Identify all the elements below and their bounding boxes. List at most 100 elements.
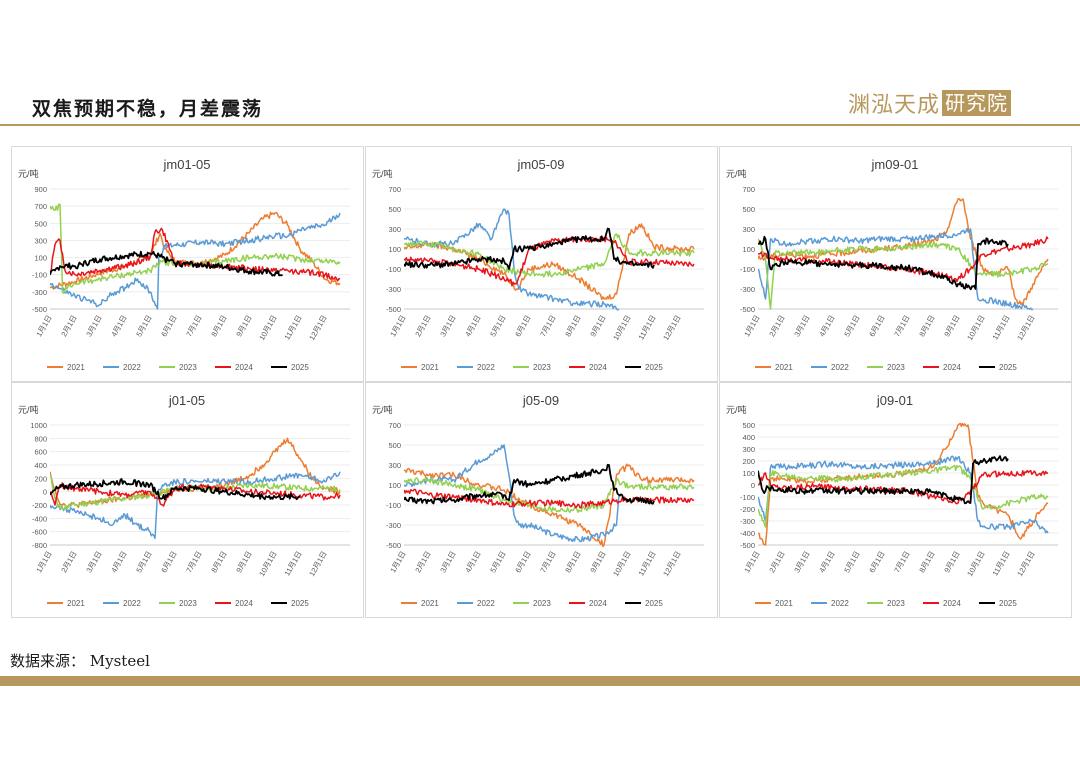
- x-tick-label: 3月1日: [438, 314, 457, 339]
- y-tick-label: 700: [388, 421, 401, 430]
- y-tick-label: -100: [740, 265, 755, 274]
- legend-label-2023: 2023: [887, 599, 905, 608]
- y-tick-label: 500: [388, 441, 401, 450]
- x-tick-label: 4月1日: [463, 550, 482, 575]
- y-tick-label: 500: [742, 205, 755, 214]
- x-tick-label: 12月1日: [307, 550, 329, 578]
- series-line-2022: [404, 444, 620, 543]
- x-tick-label: 5月1日: [488, 314, 507, 339]
- x-tick-label: 9月1日: [234, 550, 253, 575]
- y-tick-label: -100: [386, 501, 401, 510]
- legend-label-2025: 2025: [645, 599, 663, 608]
- x-tick-label: 9月1日: [234, 314, 253, 339]
- legend-label-2024: 2024: [943, 363, 961, 372]
- legend-label-2024: 2024: [235, 363, 253, 372]
- series-line-2025: [758, 455, 1009, 505]
- legend-label-2024: 2024: [589, 363, 607, 372]
- x-tick-label: 4月1日: [109, 550, 128, 575]
- legend-label-2023: 2023: [179, 363, 197, 372]
- series-line-2021: [404, 463, 695, 547]
- y-axis-unit: 元/吨: [726, 404, 747, 415]
- x-tick-label: 3月1日: [792, 314, 811, 339]
- series-line-2023: [758, 464, 1049, 528]
- x-tick-label: 1月1日: [742, 550, 761, 575]
- y-tick-label: 700: [742, 185, 755, 194]
- x-tick-label: 10月1日: [257, 314, 279, 342]
- y-tick-label: 700: [34, 202, 47, 211]
- x-tick-label: 12月1日: [661, 550, 683, 578]
- x-tick-label: 1月1日: [388, 550, 407, 575]
- series-line-2025: [404, 227, 655, 270]
- chart-jm05-09: jm05-09 元/吨 -500 -300 -100 100 300 500 700 1月1日 2月…: [372, 157, 704, 372]
- series-line-2025: [50, 478, 301, 501]
- series-line-2025: [404, 463, 655, 505]
- y-tick-label: 100: [34, 254, 47, 263]
- legend-label-2023: 2023: [179, 599, 197, 608]
- x-tick-label: 7月1日: [184, 314, 203, 339]
- y-tick-label: 500: [388, 205, 401, 214]
- legend-label-2023: 2023: [533, 599, 551, 608]
- x-tick-label: 11月1日: [282, 314, 303, 342]
- y-tick-label: 400: [742, 433, 755, 442]
- legend-label-2021: 2021: [775, 363, 793, 372]
- chart-panel-jm05-09: jm05-09 元/吨 -500 -300 -100 100 300 500 700 1月1日 2月…: [365, 146, 718, 382]
- x-tick-label: 10月1日: [257, 550, 279, 578]
- x-tick-label: 7月1日: [538, 314, 557, 339]
- chart-jm09-01: jm09-01 元/吨 -500 -300 -100 100 300 500 700 1月1日 2月…: [726, 157, 1058, 372]
- y-tick-label: -200: [740, 505, 755, 514]
- y-axis-unit: 元/吨: [726, 168, 747, 179]
- title-divider: [0, 124, 1080, 126]
- x-tick-label: 12月1日: [307, 314, 329, 342]
- legend-label-2024: 2024: [589, 599, 607, 608]
- x-tick-label: 2月1日: [59, 314, 78, 339]
- brand-logo-text: 渊泓天成: [848, 93, 941, 118]
- y-axis-unit: 元/吨: [372, 168, 393, 179]
- chart-title: j09-01: [876, 393, 913, 408]
- y-tick-label: -500: [740, 305, 755, 314]
- y-tick-label: -400: [740, 529, 755, 538]
- x-tick-label: 5月1日: [134, 550, 153, 575]
- series-line-2023: [404, 476, 695, 514]
- legend-label-2022: 2022: [477, 363, 495, 372]
- x-tick-label: 2月1日: [767, 314, 786, 339]
- x-tick-label: 11月1日: [282, 550, 303, 578]
- chart-title: jm05-09: [517, 157, 565, 172]
- y-tick-label: -500: [386, 541, 401, 550]
- y-tick-label: 500: [742, 421, 755, 430]
- x-tick-label: 11月1日: [990, 550, 1011, 578]
- x-tick-label: 12月1日: [1015, 314, 1037, 342]
- x-tick-label: 3月1日: [438, 550, 457, 575]
- series-line-2025: [758, 235, 1009, 291]
- x-tick-label: 11月1日: [990, 314, 1011, 342]
- x-tick-label: 6月1日: [867, 550, 886, 575]
- chart-title: jm09-01: [871, 157, 919, 172]
- x-tick-label: 2月1日: [413, 314, 432, 339]
- legend-label-2021: 2021: [421, 599, 439, 608]
- y-tick-label: -500: [740, 541, 755, 550]
- chart-title: j05-09: [522, 393, 559, 408]
- x-tick-label: 1月1日: [742, 314, 761, 339]
- x-tick-label: 6月1日: [513, 550, 532, 575]
- legend-label-2021: 2021: [775, 599, 793, 608]
- y-axis-unit: 元/吨: [18, 404, 39, 415]
- y-tick-label: -500: [386, 305, 401, 314]
- legend-label-2024: 2024: [943, 599, 961, 608]
- x-tick-label: 8月1日: [917, 314, 936, 339]
- y-tick-label: -100: [740, 493, 755, 502]
- x-tick-label: 7月1日: [892, 550, 911, 575]
- y-tick-label: 400: [34, 461, 47, 470]
- y-tick-label: 300: [388, 461, 401, 470]
- series-line-2022: [50, 212, 341, 310]
- x-tick-label: 3月1日: [84, 550, 103, 575]
- y-tick-label: 300: [388, 225, 401, 234]
- brand-logo: 渊泓天成 研究院: [848, 88, 1012, 118]
- y-axis-unit: 元/吨: [372, 404, 393, 415]
- chart-j09-01: j09-01 元/吨 -500 -400 -300 -200 -100 0 100 200 300 4…: [726, 393, 1058, 608]
- legend-label-2022: 2022: [477, 599, 495, 608]
- x-tick-label: 4月1日: [817, 314, 836, 339]
- y-tick-label: -100: [32, 271, 47, 280]
- x-tick-label: 7月1日: [184, 550, 203, 575]
- x-tick-label: 5月1日: [842, 550, 861, 575]
- x-tick-label: 4月1日: [109, 314, 128, 339]
- y-tick-label: 800: [34, 434, 47, 443]
